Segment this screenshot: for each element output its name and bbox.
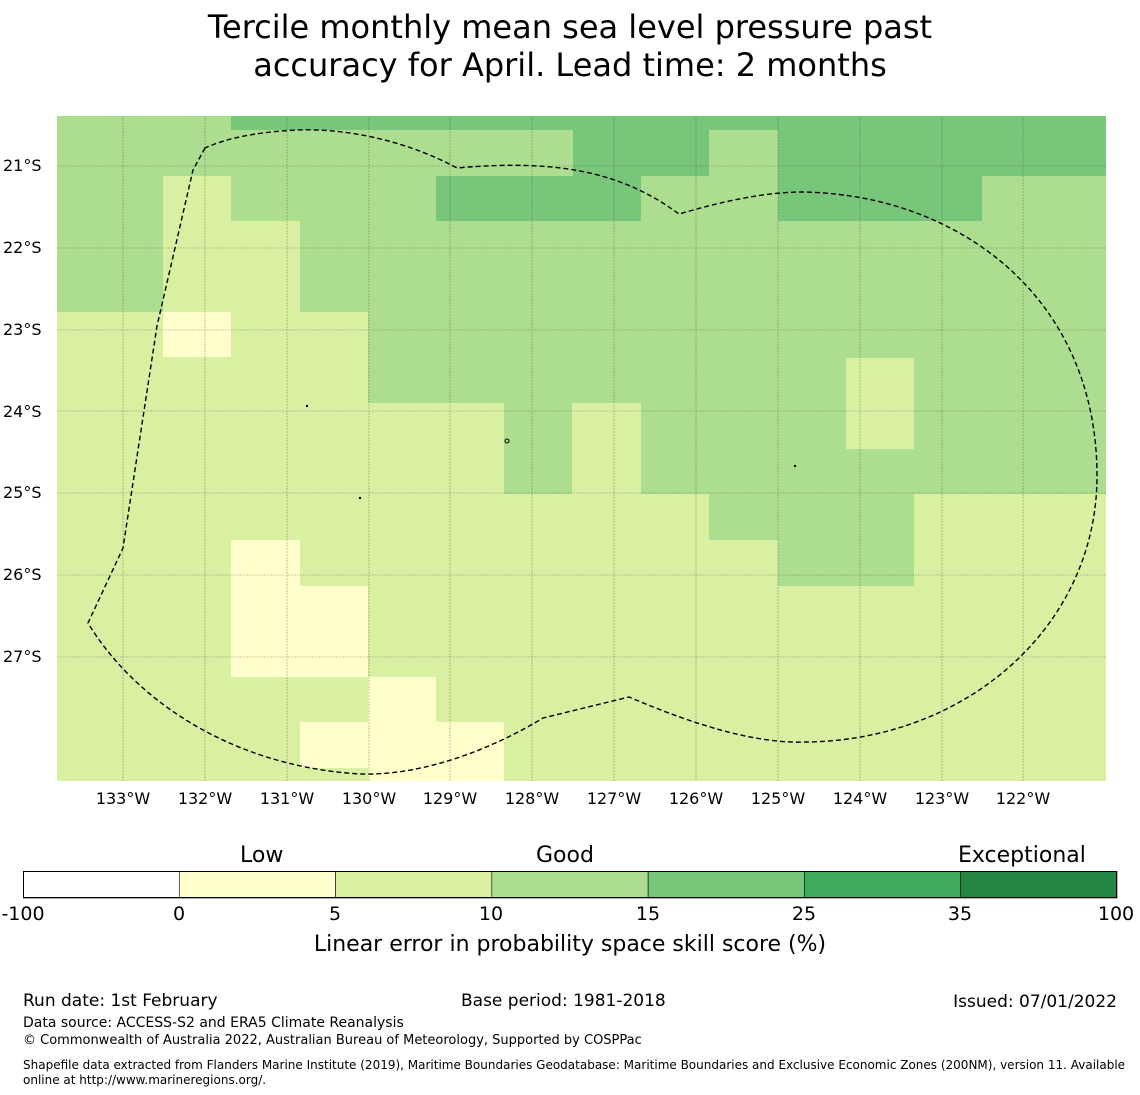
lon-label: 127°W — [586, 789, 642, 808]
lon-label: 126°W — [668, 789, 724, 808]
shapefile-credit: Shapefile data extracted from Flanders M… — [23, 1058, 1126, 1087]
colorbar-category-low: Low — [240, 843, 284, 868]
skill-cell — [914, 403, 1106, 494]
lat-label: 25°S — [3, 483, 42, 502]
lon-label: 122°W — [995, 789, 1051, 808]
eez-boundary — [87, 129, 1098, 775]
colorbar-swatch — [960, 871, 1118, 899]
lon-label: 132°W — [177, 789, 233, 808]
lat-label: 21°S — [3, 156, 42, 175]
lon-label: 130°W — [341, 789, 397, 808]
skill-cell — [778, 494, 914, 586]
skill-cell — [846, 449, 914, 494]
skill-cell — [504, 116, 573, 130]
chart-title-line2: accuracy for April. Lead time: 2 months — [253, 46, 887, 84]
skill-cell — [436, 176, 641, 221]
chart-title: Tercile monthly mean sea level pressure … — [0, 8, 1140, 84]
colorbar-tick: 100 — [1097, 903, 1135, 925]
colorbar-tick: -100 — [1, 903, 45, 925]
skill-cell — [57, 221, 163, 312]
graticule — [57, 116, 1106, 781]
skill-cell — [982, 176, 1106, 221]
colorbar-tick: 5 — [328, 903, 342, 925]
chart-title-line1: Tercile monthly mean sea level pressure … — [207, 8, 933, 46]
colorbar-frame — [23, 871, 1117, 898]
colorbar-swatch — [335, 871, 493, 899]
colorbar-label: Linear error in probability space skill … — [313, 932, 827, 957]
lat-label: 24°S — [3, 402, 42, 421]
skill-cell — [231, 116, 504, 130]
lon-label: 124°W — [832, 789, 888, 808]
colorbar-tick: 35 — [947, 903, 973, 925]
skill-cell — [641, 403, 846, 494]
islands — [305, 404, 797, 500]
skill-cell — [504, 130, 573, 176]
colorbar-tick: 0 — [172, 903, 186, 925]
copyright: © Commonwealth of Australia 2022, Austra… — [23, 1033, 642, 1048]
colorbar-swatch — [804, 871, 962, 899]
skill-cell — [846, 358, 914, 449]
colorbar-tick: 25 — [791, 903, 817, 925]
skill-cell — [300, 586, 368, 677]
colorbar-category-exceptional: Exceptional — [958, 843, 1086, 868]
colorbar — [23, 871, 1118, 899]
lon-label: 123°W — [914, 789, 970, 808]
colorbar-swatch — [491, 871, 649, 899]
base-period: Base period: 1981-2018 — [461, 991, 666, 1011]
skill-cell — [231, 130, 504, 176]
skill-cell — [641, 176, 778, 221]
lat-label: 27°S — [3, 647, 42, 666]
skill-cell — [709, 116, 778, 130]
skill-cell — [368, 312, 1106, 403]
skill-cell — [436, 722, 504, 781]
colorbar-tick: 10 — [478, 903, 504, 925]
lon-label: 133°W — [95, 789, 151, 808]
skill-cell — [504, 403, 572, 494]
lon-label: 131°W — [259, 789, 315, 808]
colorbar-swatch — [647, 871, 805, 899]
lat-label: 26°S — [3, 565, 42, 584]
lon-label: 129°W — [422, 789, 478, 808]
run-date: Run date: 1st February — [23, 991, 218, 1011]
colorbar-swatch — [178, 871, 336, 899]
colorbar-category-good: Good — [536, 843, 594, 868]
skill-grid — [57, 116, 1106, 781]
lat-label: 23°S — [3, 320, 42, 339]
skill-cell — [709, 130, 778, 176]
skill-cell — [231, 540, 300, 677]
lon-label: 128°W — [504, 789, 560, 808]
skill-cell — [163, 312, 231, 357]
skill-cell — [778, 176, 982, 221]
colorbar-swatch — [23, 871, 180, 899]
issued-date: Issued: 07/01/2022 — [953, 992, 1117, 1012]
skill-map — [57, 116, 1106, 781]
skill-cell — [300, 722, 368, 768]
skill-cell — [231, 176, 436, 221]
skill-cell — [573, 116, 709, 176]
data-source: Data source: ACCESS-S2 and ERA5 Climate … — [23, 1015, 404, 1031]
skill-cell — [300, 221, 1106, 312]
skill-cell — [368, 677, 436, 781]
lon-label: 125°W — [750, 789, 806, 808]
colorbar-tick: 15 — [635, 903, 661, 925]
skill-cell — [57, 176, 163, 221]
lat-label: 22°S — [3, 238, 42, 257]
skill-cell — [709, 494, 778, 540]
